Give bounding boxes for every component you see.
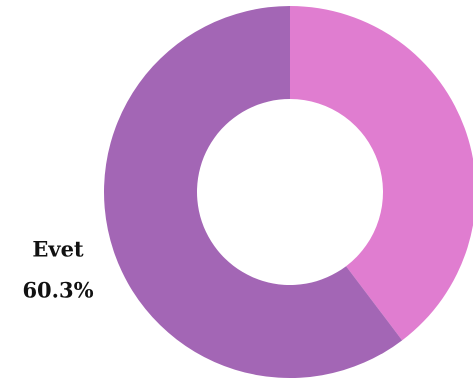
donut-slice — [103, 6, 403, 378]
donut-slice — [290, 6, 473, 341]
slice-label: Evet — [32, 237, 84, 262]
slices — [103, 6, 473, 378]
slice-value-label: 60.3% — [22, 278, 93, 303]
